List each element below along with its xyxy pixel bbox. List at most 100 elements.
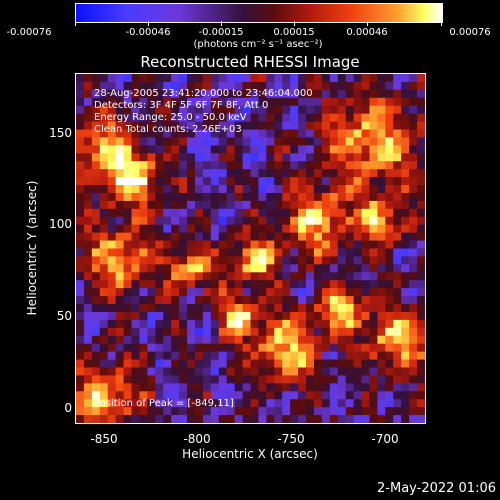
heatmap-cell <box>155 153 164 162</box>
heatmap-cell <box>76 264 85 273</box>
heatmap-cell <box>210 185 220 194</box>
heatmap-cell <box>179 208 188 218</box>
heatmap-cell <box>321 375 331 384</box>
heatmap-cell <box>179 319 188 329</box>
heatmap-cell <box>306 359 315 368</box>
heatmap-cell <box>91 327 101 337</box>
heatmap-cell <box>250 280 259 289</box>
heatmap-cell <box>187 208 196 218</box>
heatmap-cell <box>250 375 259 384</box>
heatmap-cell <box>250 311 259 321</box>
heatmap-cell <box>163 74 172 83</box>
heatmap-cell <box>321 137 331 146</box>
heatmap-cell <box>242 335 251 345</box>
heatmap-cell <box>139 351 148 361</box>
heatmap-cell <box>115 327 125 337</box>
heatmap-cell <box>298 113 307 123</box>
heatmap-cell <box>266 311 275 321</box>
heatmap-cell <box>123 256 133 265</box>
heatmap-cell <box>187 145 196 154</box>
heatmap-cell <box>353 113 363 123</box>
heatmap-cell <box>194 232 204 242</box>
heatmap-cell <box>76 89 85 99</box>
heatmap-cell <box>329 304 339 313</box>
heatmap-cell <box>91 129 101 138</box>
heatmap-cell <box>266 359 275 368</box>
colorbar-tick <box>294 21 295 26</box>
heatmap-cell <box>179 113 188 123</box>
heatmap-cell <box>76 375 85 384</box>
heatmap-cell <box>234 177 244 186</box>
heatmap-cell <box>91 272 101 281</box>
heatmap-cell <box>321 256 331 265</box>
heatmap-cell <box>226 216 236 226</box>
heatmap-cell <box>76 208 85 218</box>
heatmap-cell <box>218 343 228 353</box>
heatmap-cell <box>353 327 363 337</box>
heatmap-cell <box>409 208 418 218</box>
heatmap-cell <box>163 216 172 226</box>
heatmap-cell <box>202 97 212 107</box>
heatmap-cell <box>115 153 125 162</box>
heatmap-cell <box>298 105 307 115</box>
heatmap-cell <box>361 216 370 226</box>
heatmap-cell <box>290 89 299 99</box>
heatmap-cell <box>107 248 117 257</box>
heatmap-cell <box>377 105 386 115</box>
heatmap-cell <box>194 137 204 146</box>
heatmap-cell <box>345 153 355 162</box>
heatmap-cell <box>377 129 386 138</box>
heatmap-cell <box>76 296 85 305</box>
heatmap-cell <box>123 311 133 321</box>
heatmap-cell <box>401 192 410 202</box>
heatmap-cell <box>369 343 378 353</box>
heatmap-cell <box>290 343 299 353</box>
heatmap-cell <box>234 311 244 321</box>
heatmap-cell <box>313 121 323 131</box>
heatmap-cell <box>123 288 133 297</box>
heatmap-cell <box>385 224 394 234</box>
heatmap-cell <box>202 399 212 408</box>
heatmap-cell <box>345 256 355 265</box>
heatmap-cell <box>99 319 109 329</box>
footer-date: 2-May-2022 01:06 <box>377 481 496 496</box>
heatmap-cell <box>385 343 394 353</box>
heatmap-cell <box>194 97 204 107</box>
heatmap-cell <box>329 153 339 162</box>
heatmap-cell <box>107 335 117 345</box>
heatmap-cell <box>147 185 156 194</box>
heatmap-cell <box>202 216 212 226</box>
heatmap-cell <box>155 177 164 186</box>
heatmap-cell <box>194 351 204 361</box>
heatmap-cell <box>258 105 267 115</box>
heatmap-cell <box>123 185 133 194</box>
heatmap-cell <box>202 304 212 313</box>
heatmap-cell <box>139 367 148 376</box>
heatmap-cell <box>163 407 172 416</box>
heatmap-cell <box>83 288 93 297</box>
heatmap-cell <box>218 415 228 423</box>
heatmap-cell <box>91 177 101 186</box>
heatmap-cell <box>163 375 172 384</box>
heatmap-cell <box>99 248 109 257</box>
heatmap-cell <box>353 161 363 170</box>
heatmap-cell <box>345 129 355 138</box>
heatmap-cell <box>266 343 275 353</box>
heatmap-cell <box>329 224 339 234</box>
heatmap-cell <box>274 256 283 265</box>
heatmap-cell <box>401 200 410 210</box>
heatmap-cell <box>393 296 402 305</box>
heatmap-cell <box>417 74 425 83</box>
heatmap-cell <box>401 161 410 170</box>
heatmap-cell <box>234 169 244 178</box>
heatmap-cell <box>321 264 331 273</box>
heatmap-cell <box>361 415 370 423</box>
heatmap-cell <box>115 208 125 218</box>
heatmap-cell <box>163 359 172 368</box>
heatmap-cell <box>417 391 425 400</box>
heatmap-cell <box>194 367 204 376</box>
heatmap-cell <box>274 153 283 162</box>
heatmap-cell <box>234 240 244 249</box>
heatmap-cell <box>226 81 236 91</box>
heatmap-cell <box>274 97 283 107</box>
